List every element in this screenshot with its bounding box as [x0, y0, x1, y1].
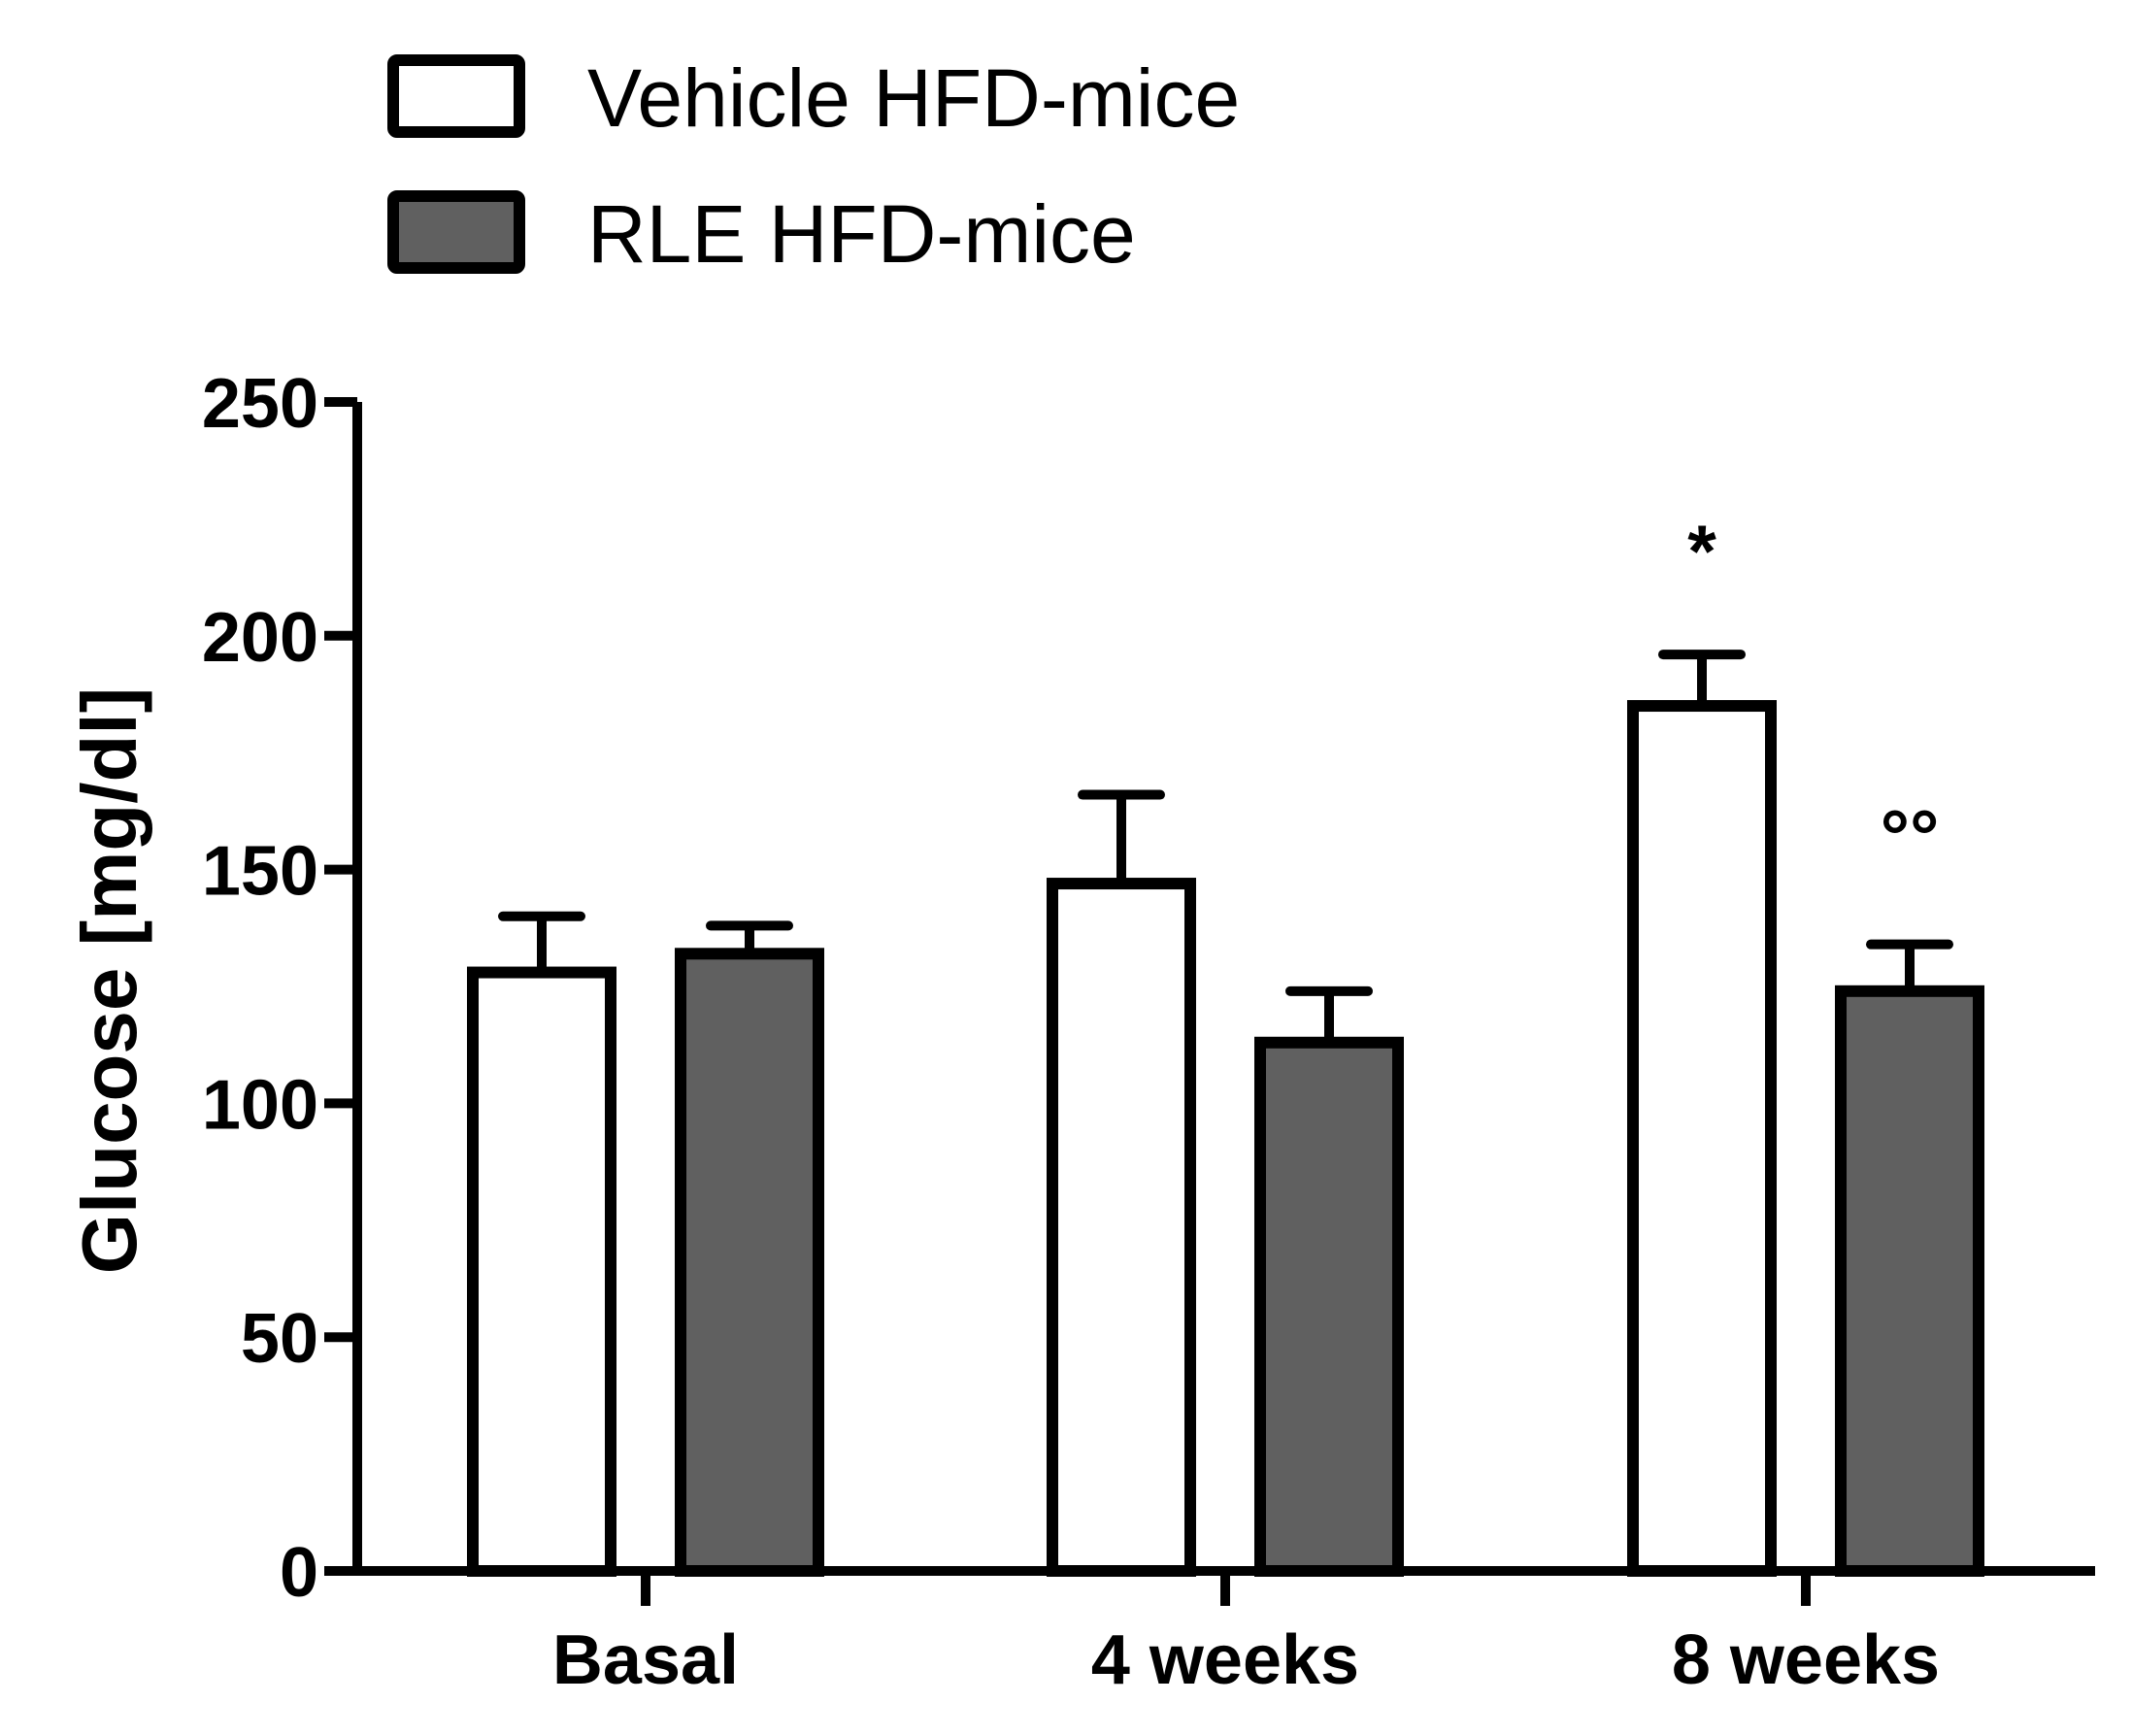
bar-vehicle-basal: [467, 966, 616, 1577]
legend: Vehicle HFD-mice RLE HFD-mice: [387, 52, 1240, 280]
significance-marker: *: [1687, 511, 1716, 593]
legend-swatch-vehicle: [387, 54, 525, 138]
bar-rle-4-weeks: [1254, 1036, 1404, 1577]
y-tick-label: 50: [241, 1300, 318, 1378]
legend-swatch-rle: [387, 190, 525, 274]
y-tick-label: 100: [202, 1066, 318, 1144]
y-tick-label: 0: [280, 1534, 318, 1612]
bar-rle-8-weeks: [1835, 985, 1984, 1577]
bar-vehicle-8-weeks: [1627, 700, 1777, 1577]
x-ticks: Basal 4 weeks 8 weeks: [552, 1571, 1940, 1699]
legend-label-vehicle: Vehicle HFD-mice: [587, 52, 1240, 144]
x-tick-label: Basal: [552, 1621, 739, 1699]
legend-label-rle: RLE HFD-mice: [587, 188, 1136, 280]
bar-vehicle-4-weeks: [1047, 878, 1196, 1577]
y-tick-label: 250: [202, 365, 318, 443]
y-axis-label: Glucose [mg/dl]: [66, 687, 152, 1275]
bar-rle-basal: [675, 948, 824, 1577]
annotations: * °°: [1687, 511, 1939, 879]
y-ticks: 0 50 100 150 200 250: [202, 365, 357, 1612]
y-tick-label: 150: [202, 833, 318, 911]
significance-marker: °°: [1881, 796, 1940, 879]
x-tick-label: 4 weeks: [1091, 1621, 1359, 1699]
x-tick-label: 8 weeks: [1672, 1621, 1940, 1699]
y-tick-label: 200: [202, 599, 318, 677]
bars: [467, 650, 1984, 1577]
